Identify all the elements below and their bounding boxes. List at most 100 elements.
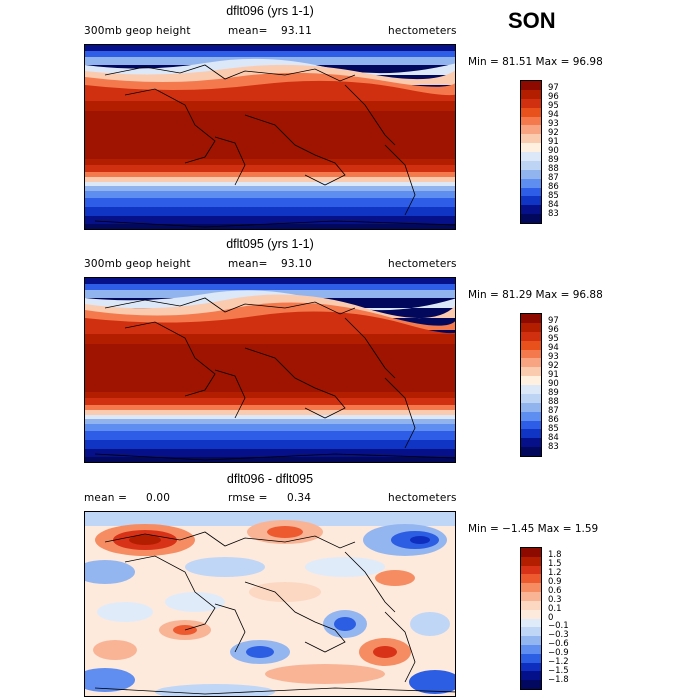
- colorbar-swatch: [521, 134, 541, 144]
- colorbar-tick-label: 94: [548, 110, 559, 120]
- colorbar-tick-label: 84: [548, 433, 559, 443]
- panel-3-minmax: Min = −1.45 Max = 1.59: [468, 523, 598, 535]
- colorbar-swatch: [521, 583, 541, 593]
- panel-1-title: dflt096 (yrs 1-1): [226, 4, 314, 18]
- panel-2-map-svg: [85, 278, 455, 462]
- panel-1-mean-label: mean=: [228, 25, 268, 37]
- colorbar-swatch: [521, 565, 541, 575]
- colorbar-swatch: [521, 402, 541, 412]
- colorbar-swatch: [521, 592, 541, 601]
- colorbar-tick-label: −1.2: [548, 657, 569, 668]
- panel-1-minmax: Min = 81.51 Max = 96.98: [468, 56, 603, 68]
- colorbar-swatch: [521, 322, 541, 332]
- panel-3-map: [84, 511, 456, 697]
- panel-2-max-value: 96.88: [572, 289, 603, 301]
- panel-2-mean-value: 93.10: [281, 258, 313, 270]
- panel-2-minmax: Min = 81.29 Max = 96.88: [468, 289, 603, 301]
- panel-1-max-label: Max =: [535, 56, 570, 68]
- colorbar-tick-label: −1.5: [548, 666, 569, 677]
- colorbar-swatch: [521, 187, 541, 197]
- panel-1-map: [84, 44, 456, 230]
- colorbar-tick-label: 94: [548, 343, 559, 353]
- colorbar-tick-label: 86: [548, 182, 559, 192]
- colorbar-tick-label: 0.6: [548, 585, 562, 596]
- colorbar-swatch: [521, 107, 541, 117]
- panel-3-title: dflt096 - dflt095: [226, 472, 314, 486]
- colorbar-tick-label: 86: [548, 415, 559, 425]
- colorbar-tick-label: 90: [548, 146, 559, 156]
- colorbar-swatch: [521, 680, 541, 689]
- colorbar-tick-label: 85: [548, 424, 559, 434]
- colorbar-swatch: [521, 196, 541, 206]
- colorbar-tick-label: 83: [548, 442, 559, 452]
- colorbar-tick-label: 1.2: [548, 567, 562, 578]
- colorbar-swatch: [521, 376, 541, 385]
- panel-3-units: hectometers: [388, 492, 457, 504]
- colorbar-tick-label: −0.1: [548, 621, 569, 632]
- panel-1-mean-value: 93.11: [281, 25, 313, 37]
- colorbar-swatch: [521, 178, 541, 188]
- colorbar-swatch: [521, 152, 541, 161]
- colorbar-swatch: [521, 340, 541, 350]
- colorbar-tick-label: 87: [548, 406, 559, 416]
- colorbar-tick-label: 1.8: [548, 549, 562, 560]
- colorbar-swatch: [521, 125, 541, 135]
- colorbar-swatch: [521, 169, 541, 179]
- colorbar-tick-label: 92: [548, 361, 559, 371]
- colorbar-tick-label: 88: [548, 164, 559, 174]
- colorbar-tick-label: 90: [548, 379, 559, 389]
- colorbar-tick-label: 93: [548, 352, 559, 362]
- colorbar-tick-label: 0: [548, 612, 554, 623]
- colorbar-tick-label: 96: [548, 92, 559, 102]
- panel-2-units: hectometers: [388, 258, 457, 270]
- colorbar-swatch: [521, 214, 541, 223]
- panel-3-max-label: Max =: [537, 523, 572, 535]
- colorbar-tick-label: 89: [548, 155, 559, 165]
- colorbar-tick-label: 0.9: [548, 576, 562, 587]
- panel-2-mean-label: mean=: [228, 258, 268, 270]
- colorbar-tick-label: −1.8: [548, 675, 569, 686]
- colorbar-swatch: [521, 644, 541, 654]
- panel-1-max-value: 96.98: [572, 56, 603, 68]
- colorbar-swatch: [521, 358, 541, 368]
- panel-1-field-label: 300mb geop height: [84, 25, 191, 37]
- colorbar-swatch: [521, 367, 541, 377]
- colorbar-tick-label: 89: [548, 388, 559, 398]
- colorbar-swatch: [521, 89, 541, 99]
- colorbar-swatch: [521, 393, 541, 403]
- colorbar-tick-label: 0.1: [548, 603, 562, 614]
- colorbar-swatch: [521, 609, 541, 619]
- panel-1-min-label: Min =: [468, 56, 499, 68]
- colorbar-swatch: [521, 438, 541, 448]
- colorbar-tick-label: 97: [548, 316, 559, 326]
- colorbar-swatch: [521, 600, 541, 610]
- colorbar-tick-label: 95: [548, 334, 559, 344]
- colorbar-swatch: [521, 331, 541, 341]
- colorbar-tick-label: −0.9: [548, 648, 569, 659]
- colorbar-swatch: [521, 411, 541, 421]
- colorbar-tick-label: −0.3: [548, 630, 569, 641]
- panel-3-mean-label: mean =: [84, 492, 128, 504]
- panel-2-title: dflt095 (yrs 1-1): [226, 237, 314, 251]
- colorbar-tick-label: 97: [548, 83, 559, 93]
- colorbar-swatch: [521, 636, 541, 645]
- panel-3-min-value: −1.45: [502, 523, 535, 535]
- panel-1-colorbar: [520, 80, 542, 224]
- colorbar-swatch: [521, 618, 541, 628]
- colorbar-swatch: [521, 662, 541, 672]
- colorbar-swatch: [521, 98, 541, 108]
- colorbar-tick-label: 92: [548, 128, 559, 138]
- panel-3-min-label: Min =: [468, 523, 499, 535]
- colorbar-swatch: [521, 420, 541, 430]
- colorbar-swatch: [521, 556, 541, 566]
- panel-2-min-value: 81.29: [502, 289, 533, 301]
- season-label: SON: [508, 8, 556, 33]
- colorbar-swatch: [521, 314, 541, 323]
- colorbar-swatch: [521, 160, 541, 170]
- colorbar-swatch: [521, 548, 541, 557]
- colorbar-swatch: [521, 349, 541, 359]
- panel-2-colorbar: [520, 313, 542, 457]
- colorbar-swatch: [521, 205, 541, 215]
- colorbar-tick-label: 84: [548, 200, 559, 210]
- colorbar-tick-label: 96: [548, 325, 559, 335]
